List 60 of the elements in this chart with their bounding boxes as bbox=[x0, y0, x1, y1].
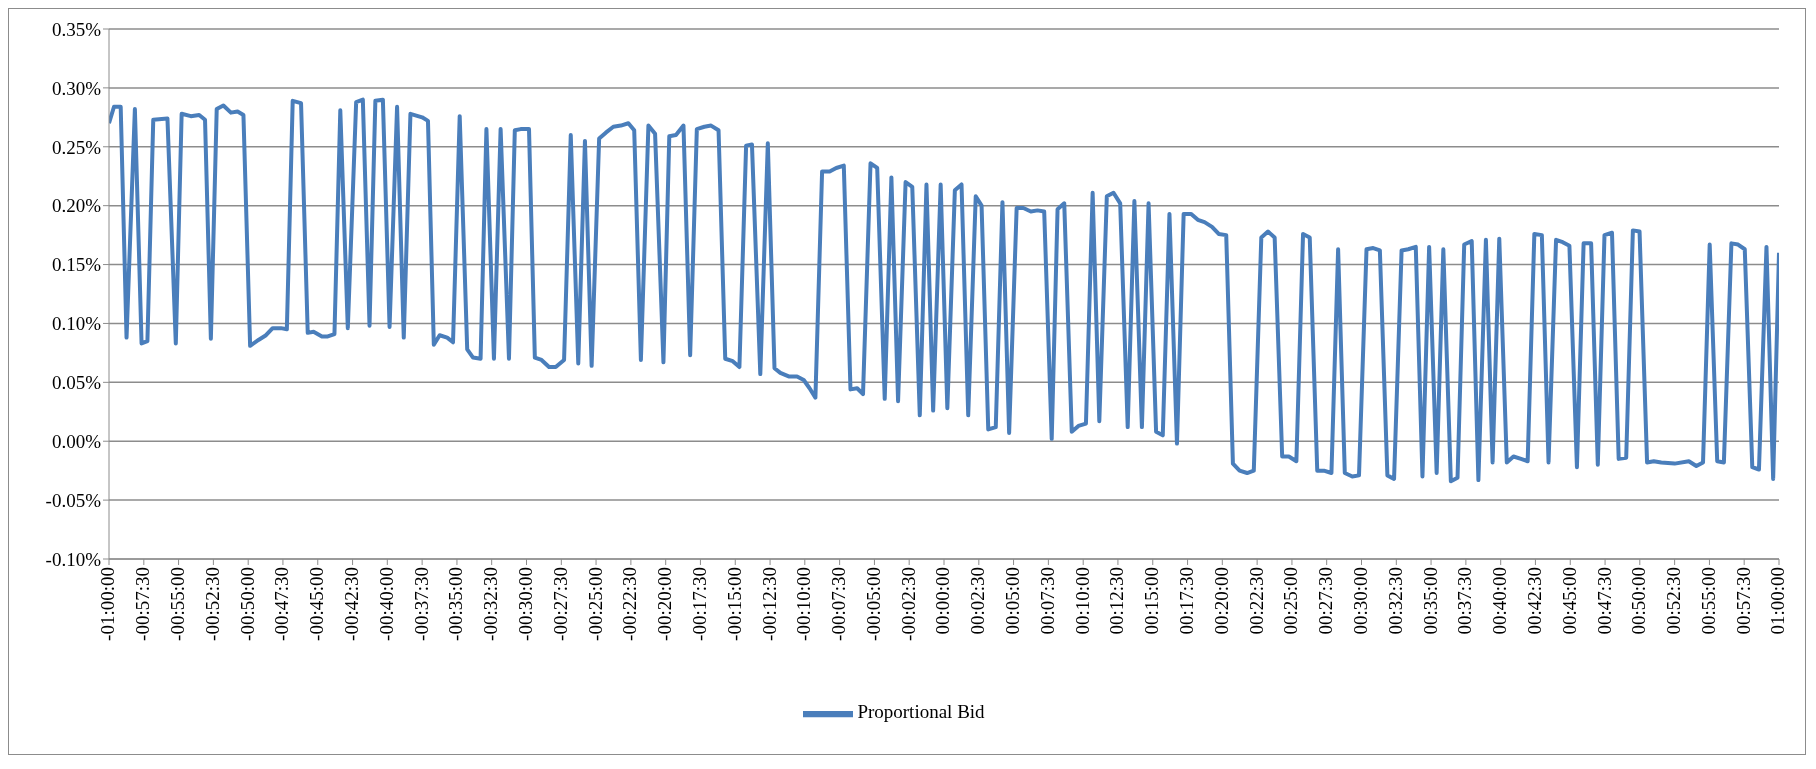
x-tick-label: -00:12:30 bbox=[758, 567, 780, 641]
x-tick-label: -00:07:30 bbox=[828, 567, 850, 641]
x-tick-label: -00:15:00 bbox=[723, 567, 745, 641]
x-tick-label: -00:30:00 bbox=[514, 567, 536, 641]
x-tick-label: -00:52:30 bbox=[201, 567, 223, 641]
x-tick-label: -00:57:30 bbox=[132, 567, 154, 641]
x-tick-label: -00:10:00 bbox=[793, 567, 815, 641]
x-tick-label: -00:17:30 bbox=[688, 567, 710, 641]
x-tick-label: -00:47:30 bbox=[271, 567, 293, 641]
x-tick-label: 00:10:00 bbox=[1071, 567, 1093, 635]
x-tick-label: 00:05:00 bbox=[1002, 567, 1024, 635]
x-tick-label: -00:27:30 bbox=[549, 567, 571, 641]
x-tick-label: 00:25:00 bbox=[1280, 567, 1302, 635]
y-tick-label: 0.00% bbox=[51, 430, 102, 452]
x-tick-label: 00:20:00 bbox=[1210, 567, 1232, 635]
x-tick-label: 00:02:30 bbox=[967, 567, 989, 635]
x-tick-label: 00:17:30 bbox=[1176, 567, 1198, 635]
x-tick-label: 00:40:00 bbox=[1489, 567, 1511, 635]
x-tick-label: 00:50:00 bbox=[1628, 567, 1650, 635]
y-tick-label: 0.05% bbox=[51, 372, 102, 394]
x-tick-label: 00:22:30 bbox=[1245, 567, 1267, 635]
y-tick-label: -0.05% bbox=[45, 489, 102, 511]
x-tick-label: -00:35:00 bbox=[445, 567, 467, 641]
x-tick-label: -01:00:00 bbox=[97, 567, 119, 641]
y-tick-label: -0.10% bbox=[45, 548, 102, 570]
x-tick-label: 00:45:00 bbox=[1558, 567, 1580, 635]
y-tick-label: 0.20% bbox=[51, 195, 102, 217]
x-tick-label: 00:57:30 bbox=[1732, 567, 1754, 635]
x-tick-label: -00:32:30 bbox=[480, 567, 502, 641]
x-tick-label: 00:52:30 bbox=[1663, 567, 1685, 635]
y-tick-label: 0.10% bbox=[51, 313, 102, 335]
x-tick-label: 00:30:00 bbox=[1349, 567, 1371, 635]
x-tick-label: 00:47:30 bbox=[1593, 567, 1615, 635]
x-tick-label: 01:00:00 bbox=[1767, 567, 1789, 635]
x-tick-label: -00:40:00 bbox=[375, 567, 397, 641]
y-tick-label: 0.25% bbox=[51, 136, 102, 158]
x-tick-label: 00:42:30 bbox=[1523, 567, 1545, 635]
x-tick-label: -00:37:30 bbox=[410, 567, 432, 641]
y-tick-label: 0.35% bbox=[51, 18, 102, 40]
x-tick-label: 00:00:00 bbox=[932, 567, 954, 635]
x-tick-label: 00:32:30 bbox=[1384, 567, 1406, 635]
y-tick-label: 0.15% bbox=[51, 254, 102, 276]
x-tick-label: -00:05:00 bbox=[862, 567, 884, 641]
x-tick-label: 00:37:30 bbox=[1454, 567, 1476, 635]
x-tick-label: -00:25:00 bbox=[584, 567, 606, 641]
x-tick-label: 00:12:30 bbox=[1106, 567, 1128, 635]
x-tick-label: 00:15:00 bbox=[1141, 567, 1163, 635]
y-tick-label: 0.30% bbox=[51, 77, 102, 99]
legend-label: Proportional Bid bbox=[857, 701, 985, 723]
x-tick-label: -00:45:00 bbox=[306, 567, 328, 641]
x-tick-label: -00:50:00 bbox=[236, 567, 258, 641]
x-tick-label: 00:55:00 bbox=[1697, 567, 1719, 635]
x-tick-label: -00:20:00 bbox=[654, 567, 676, 641]
x-tick-label: 00:07:30 bbox=[1036, 567, 1058, 635]
x-tick-label: -00:42:30 bbox=[341, 567, 363, 641]
x-tick-label: -00:22:30 bbox=[619, 567, 641, 641]
x-tick-label: -00:55:00 bbox=[167, 567, 189, 641]
x-tick-label: 00:35:00 bbox=[1419, 567, 1441, 635]
x-tick-label: -00:02:30 bbox=[897, 567, 919, 641]
x-tick-label: 00:27:30 bbox=[1315, 567, 1337, 635]
